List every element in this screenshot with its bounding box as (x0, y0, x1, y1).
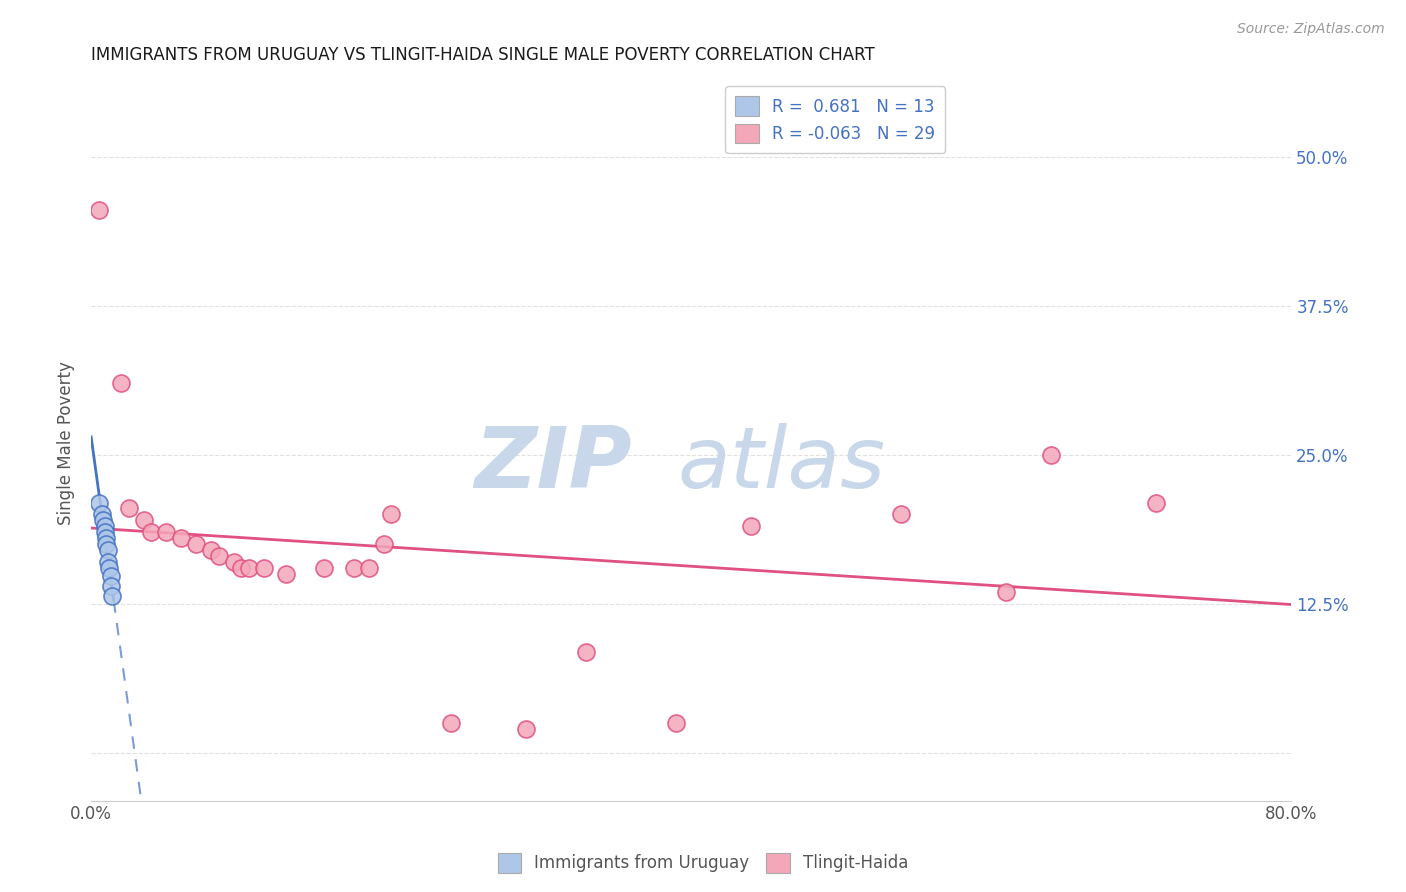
Point (575, 644, 598, 658)
Point (740, 519, 762, 533)
Point (141, 525, 163, 540)
Point (170, 531, 193, 545)
Text: atlas: atlas (678, 423, 886, 506)
Point (98, 561, 121, 575)
Point (222, 555, 245, 569)
Point (118, 501, 141, 516)
Y-axis label: Single Male Poverty: Single Male Poverty (58, 361, 75, 524)
Point (93, 519, 115, 533)
Point (312, 561, 335, 575)
Point (208, 549, 231, 564)
Text: ZIP: ZIP (474, 423, 633, 506)
Point (200, 543, 222, 558)
Legend: R =  0.681   N = 13, R = -0.063   N = 29: R = 0.681 N = 13, R = -0.063 N = 29 (725, 87, 945, 153)
Point (515, 722, 537, 736)
Point (276, 567, 298, 582)
Point (96, 537, 118, 551)
Point (97, 543, 120, 558)
Legend: Immigrants from Uruguay, Tlingit-Haida: Immigrants from Uruguay, Tlingit-Haida (491, 847, 915, 880)
Point (100, 569, 122, 583)
Point (890, 508, 912, 522)
Point (380, 508, 402, 522)
Point (373, 537, 395, 551)
Point (91, 513, 114, 527)
Point (238, 561, 260, 575)
Point (155, 525, 177, 540)
Point (1144, 495, 1167, 509)
Point (440, 716, 463, 731)
Text: Source: ZipAtlas.com: Source: ZipAtlas.com (1237, 22, 1385, 37)
Point (87, 203, 110, 218)
Point (132, 513, 155, 527)
Point (186, 537, 208, 551)
Point (87, 495, 110, 509)
Point (97, 555, 120, 569)
Point (231, 561, 253, 575)
Point (90, 508, 112, 522)
Point (343, 561, 366, 575)
Point (995, 585, 1018, 599)
Point (1040, 448, 1063, 462)
Point (100, 579, 122, 593)
Point (357, 561, 380, 575)
Point (253, 561, 276, 575)
Point (93, 525, 115, 540)
Point (101, 589, 124, 603)
Point (665, 716, 688, 731)
Point (96, 531, 118, 545)
Point (110, 376, 132, 391)
Text: IMMIGRANTS FROM URUGUAY VS TLINGIT-HAIDA SINGLE MALE POVERTY CORRELATION CHART: IMMIGRANTS FROM URUGUAY VS TLINGIT-HAIDA… (91, 46, 875, 64)
